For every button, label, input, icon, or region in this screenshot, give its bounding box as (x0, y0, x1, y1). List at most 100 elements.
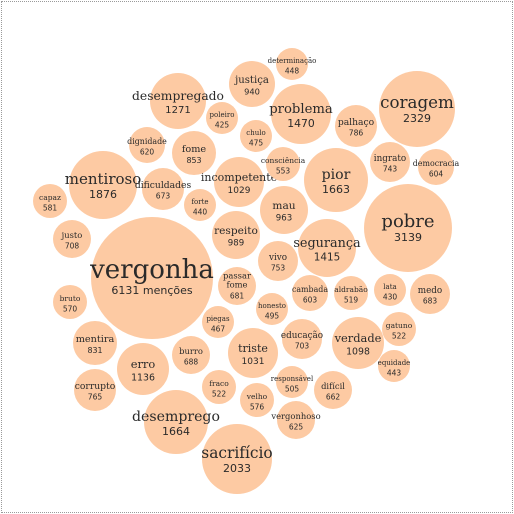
bubble-dignidade: dignidade 620 (127, 127, 167, 163)
bubble-circle (256, 293, 288, 325)
bubble-count: 673 (156, 192, 171, 201)
bubble-circle (418, 149, 454, 185)
bubble-word: mentira (76, 334, 115, 345)
bubble-word: piegas (206, 315, 230, 323)
bubble-chulo: chulo 475 (240, 120, 272, 152)
bubble-count: 603 (303, 296, 318, 305)
bubble-word: lata (383, 283, 396, 291)
bubble-count: 620 (140, 148, 155, 157)
bubble-count: 753 (271, 264, 286, 273)
bubble-word: aldrabão (334, 285, 368, 294)
bubble-word: pior (322, 167, 351, 183)
bubble-circle (129, 127, 165, 163)
bubble-circle (314, 371, 352, 409)
bubble-dificil: difícil 662 (314, 371, 352, 409)
bubble-desempregado: desempregado 1271 (132, 73, 224, 129)
bubble-circle (364, 184, 452, 272)
bubble-responsavel: responsável 505 (271, 366, 314, 398)
bubble-vergonhoso: vergonhoso 625 (270, 401, 321, 439)
bubble-circle (172, 336, 210, 374)
bubble-capaz: capaz 581 (33, 184, 67, 218)
bubble-democracia: democracia 604 (413, 149, 460, 185)
bubble-circle (271, 84, 331, 144)
bubble-circle (370, 142, 410, 182)
bubble-word: difícil (321, 381, 345, 391)
bubble-word: vergonhoso (270, 411, 320, 421)
bubble-count: 765 (88, 393, 103, 402)
bubble-word: velho (246, 392, 268, 401)
bubble-word: vergonha (89, 255, 214, 285)
bubble-word: dignidade (127, 137, 167, 146)
bubble-circle (229, 61, 275, 107)
bubble-circle (378, 350, 410, 382)
bubble-count: 688 (184, 358, 199, 367)
bubble-equidade: equidade 443 (378, 350, 410, 382)
bubble-passar-fome: passar fome 681 (218, 267, 256, 305)
bubble-word: respeito (214, 225, 258, 237)
bubble-count: 467 (211, 325, 226, 334)
bubble-word: capaz (39, 193, 61, 202)
bubble-circle (266, 147, 300, 181)
bubble-circle (202, 424, 272, 494)
bubble-circle (206, 102, 238, 134)
bubble-count: 1031 (242, 357, 265, 367)
bubble-cambada: cambada 603 (292, 275, 328, 311)
bubble-circle (117, 343, 169, 395)
bubble-circle (374, 274, 406, 306)
bubble-incompetente: incompetente 1029 (201, 157, 277, 207)
bubble-count: 1271 (165, 105, 191, 116)
bubble-circle (202, 370, 236, 404)
bubble-count: 6131 menções (111, 284, 192, 297)
bubble-circle (202, 306, 234, 338)
bubble-circle (53, 220, 91, 258)
bubble-word: determinação (268, 57, 317, 65)
bubble-circle (33, 184, 67, 218)
bubble-circle (332, 317, 384, 369)
bubble-count: 1876 (89, 188, 117, 201)
bubble-circle (240, 383, 274, 417)
bubble-word: fraco (209, 379, 229, 388)
bubble-count: 1098 (346, 346, 370, 357)
bubble-count: 786 (349, 129, 364, 138)
bubble-circle (228, 328, 278, 378)
bubble-count: 743 (383, 165, 398, 174)
bubble-circle (240, 120, 272, 152)
bubble-word: verdade (334, 331, 382, 345)
bubble-circle (304, 148, 368, 212)
bubble-count: 1136 (131, 372, 155, 383)
bubble-respeito: respeito 989 (212, 211, 260, 259)
bubble-circle (69, 151, 137, 219)
bubble-word: educação (281, 330, 323, 341)
bubble-count: 940 (244, 86, 260, 96)
bubble-count: 522 (212, 390, 227, 399)
bubble-word: incompetente (201, 171, 277, 184)
bubble-count: 831 (87, 346, 102, 355)
bubble-word: problema (269, 102, 333, 117)
bubble-circle (292, 275, 328, 311)
bubble-word: chulo (246, 129, 265, 137)
bubble-count: 1415 (314, 251, 340, 263)
bubble-count: 495 (265, 312, 280, 321)
bubble-count: 576 (250, 403, 265, 412)
bubble-bruto: bruto 570 (53, 285, 87, 319)
bubble-circle (172, 131, 216, 175)
bubble-count: 430 (383, 293, 398, 302)
bubble-word: passar fome (223, 270, 251, 289)
bubble-consciencia: consciência 553 (261, 147, 306, 181)
bubble-circle (144, 390, 208, 454)
bubble-word: desemprego (132, 409, 220, 425)
bubble-count: 440 (193, 208, 208, 217)
bubble-burro: burro 688 (172, 336, 210, 374)
bubble-word: mau (272, 200, 295, 212)
bubble-count: 443 (387, 369, 402, 378)
bubble-mau: mau 963 (260, 186, 308, 234)
